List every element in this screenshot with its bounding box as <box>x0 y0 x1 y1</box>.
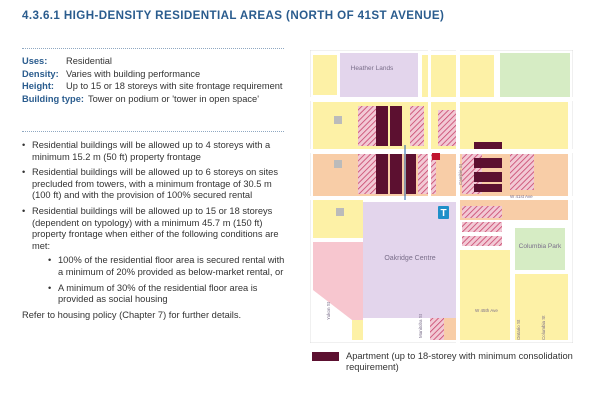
attribute-list: Uses: Residential Density: Varies with b… <box>22 55 292 105</box>
street-label-w41: W 41st Ave <box>510 194 533 199</box>
attr-height: Height: Up to 15 or 18 storeys with site… <box>22 80 292 93</box>
park-area <box>500 53 570 97</box>
apartment-block <box>474 142 502 150</box>
columbia-park-label: Columbia Park <box>519 243 562 250</box>
apartment-block <box>474 172 502 182</box>
sub-bullet-item: 100% of the residential floor area is se… <box>22 255 292 278</box>
street-label-columbia: Columbia St <box>541 315 546 340</box>
apartment-block <box>376 154 388 194</box>
attr-value: Residential <box>66 56 112 66</box>
attr-key: Density: <box>22 68 59 79</box>
street-label-w45: W 45th Ave <box>475 308 498 313</box>
apartment-block <box>390 154 402 194</box>
school-icon <box>334 116 342 124</box>
attr-key: Uses: <box>22 56 48 66</box>
legend-swatch-apartment <box>312 352 339 361</box>
apartment-block <box>390 106 402 146</box>
apartment-block <box>406 154 416 194</box>
facility-icon <box>336 208 344 216</box>
attr-key: Height: <box>22 81 55 92</box>
divider <box>22 131 284 132</box>
attr-key: Building type: <box>22 93 84 104</box>
oakridge-centre-area <box>363 202 457 318</box>
attr-uses: Uses: Residential <box>22 55 292 68</box>
bullet-item: Residential buildings will be allowed up… <box>22 140 292 163</box>
sub-bullet-item: A minimum of 30% of the residential floo… <box>22 283 292 306</box>
divider <box>22 48 284 49</box>
attr-value: Tower on podium or 'tower in open space' <box>87 93 259 104</box>
section-title: 4.3.6.1 HIGH-DENSITY RESIDENTIAL AREAS (… <box>22 9 445 22</box>
attr-value: Varies with building performance <box>66 68 201 79</box>
heather-lands-area <box>340 53 418 97</box>
street-label-cambie: Cambie St <box>458 163 463 185</box>
reference-note: Refer to housing policy (Chapter 7) for … <box>22 309 242 320</box>
street-label-manitoba: Manitoba St <box>418 313 423 338</box>
map-legend: Apartment (up to 18-storey with minimum … <box>312 351 582 373</box>
street-label-yukon: Yukon St <box>326 301 331 320</box>
oakridge-centre-label: Oakridge Centre <box>384 255 435 262</box>
attr-value: Up to 15 or 18 storeys with site frontag… <box>66 81 283 92</box>
bullet-item: Residential buildings will be allowed up… <box>22 167 292 202</box>
street-label-ontario: Ontario St <box>516 319 521 340</box>
columbia-park-area <box>515 228 565 270</box>
community-icon <box>334 160 342 168</box>
apartment-block <box>376 106 388 146</box>
apartment-block <box>474 184 502 192</box>
zoning-map: T Heather Lands Oakridge Centre Columbia… <box>310 50 573 343</box>
apartment-block <box>474 158 502 168</box>
attr-density: Density: Varies with building performanc… <box>22 68 292 81</box>
attr-building-type: Building type: Tower on podium or 'tower… <box>22 93 292 106</box>
transit-station-icon <box>438 206 449 219</box>
policy-bullets: Residential buildings will be allowed up… <box>22 140 292 321</box>
legend-label: Apartment (up to 18-storey with minimum … <box>346 351 573 372</box>
bullet-item: Residential buildings will be allowed up… <box>22 206 292 252</box>
svg-text:T: T <box>440 208 446 219</box>
heather-lands-label: Heather Lands <box>351 65 394 72</box>
